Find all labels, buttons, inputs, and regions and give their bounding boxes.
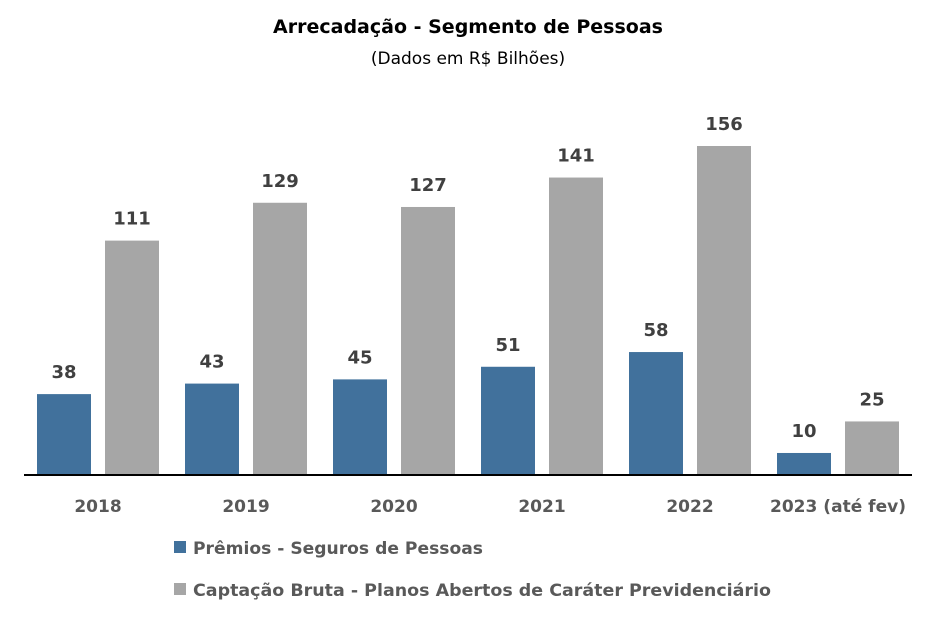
legend-item-1: Captação Bruta - Planos Abertos de Carát… [174, 581, 771, 601]
data-labels-group: 38 111 43 129 45 127 51 141 58 156 10 25 [51, 114, 884, 442]
x-tick-labels: 2018 2019 2020 2021 2022 2023 (até fev) [74, 497, 906, 517]
bars-group [37, 146, 899, 475]
bar-premios-1 [185, 383, 239, 474]
legend: Prêmios - Seguros de Pessoas Captação Bru… [174, 539, 771, 601]
x-tick-label-3: 2021 [518, 497, 565, 517]
legend-swatch-1 [174, 583, 186, 595]
data-label-captacao-5: 25 [859, 389, 884, 410]
data-label-premios-2: 45 [347, 347, 372, 368]
legend-label-0: Prêmios - Seguros de Pessoas [193, 539, 483, 559]
chart-title: Arrecadação - Segmento de Pessoas [273, 16, 663, 38]
x-tick-label-0: 2018 [74, 497, 121, 517]
data-label-captacao-3: 141 [557, 146, 595, 167]
bar-premios-2 [333, 379, 387, 474]
legend-swatch-0 [174, 541, 186, 553]
x-tick-label-2: 2020 [370, 497, 417, 517]
bar-premios-0 [37, 394, 91, 474]
data-label-premios-0: 38 [51, 362, 76, 383]
data-label-captacao-2: 127 [409, 175, 447, 196]
data-label-captacao-4: 156 [705, 114, 743, 135]
bar-premios-5 [777, 452, 831, 474]
legend-label-1: Captação Bruta - Planos Abertos de Carát… [193, 581, 771, 601]
bar-captacao-1 [253, 202, 307, 474]
chart-subtitle: (Dados em R$ Bilhões) [371, 49, 565, 69]
data-label-premios-4: 58 [643, 320, 668, 341]
bar-premios-3 [481, 366, 535, 474]
bar-captacao-2 [401, 206, 455, 474]
bar-captacao-3 [549, 177, 603, 475]
x-tick-label-1: 2019 [222, 497, 269, 517]
bar-captacao-4 [697, 146, 751, 474]
data-label-captacao-0: 111 [113, 209, 151, 230]
legend-item-0: Prêmios - Seguros de Pessoas [174, 539, 483, 559]
x-tick-label-5: 2023 (até fev) [770, 497, 906, 517]
data-label-premios-5: 10 [791, 421, 816, 442]
x-tick-label-4: 2022 [666, 497, 713, 517]
data-label-premios-1: 43 [199, 352, 224, 373]
data-label-captacao-1: 129 [261, 171, 299, 192]
data-label-premios-3: 51 [495, 335, 520, 356]
bar-captacao-5 [845, 421, 899, 474]
bar-premios-4 [629, 352, 683, 474]
bar-captacao-0 [105, 240, 159, 474]
